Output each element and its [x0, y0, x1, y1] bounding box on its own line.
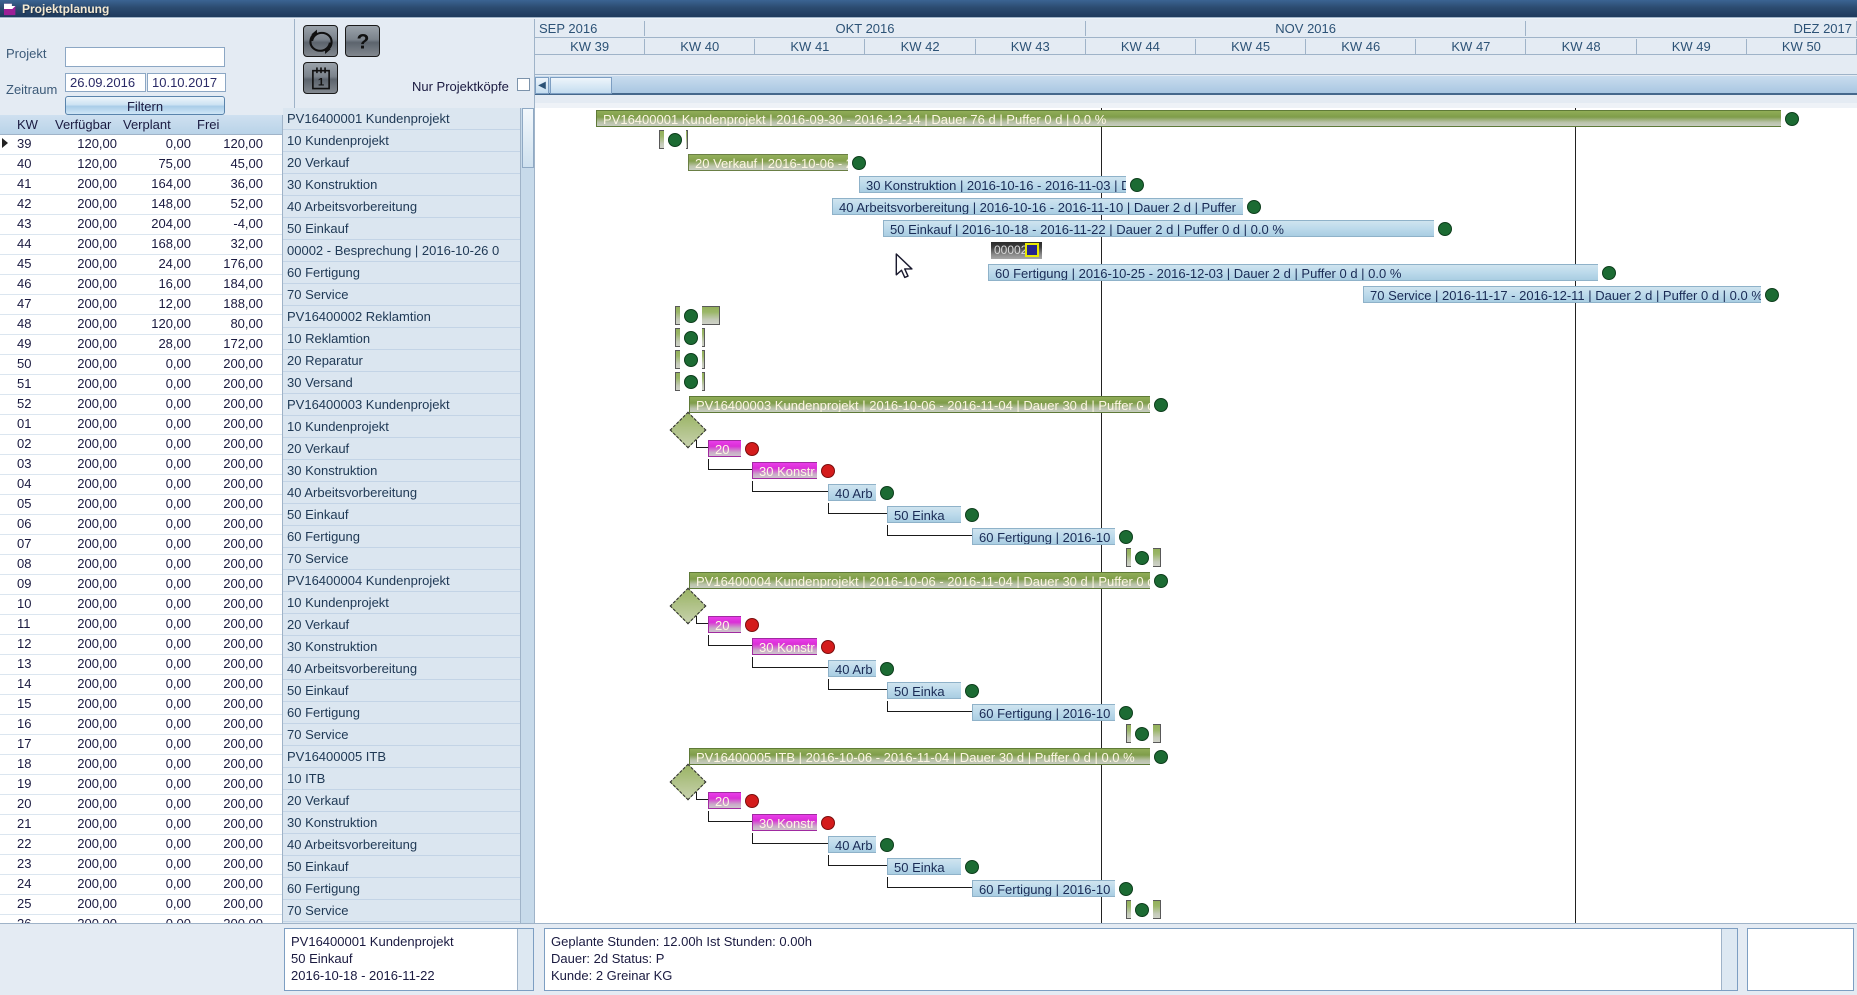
svg-text:1: 1	[317, 76, 323, 88]
svg-text:?: ?	[356, 30, 369, 53]
